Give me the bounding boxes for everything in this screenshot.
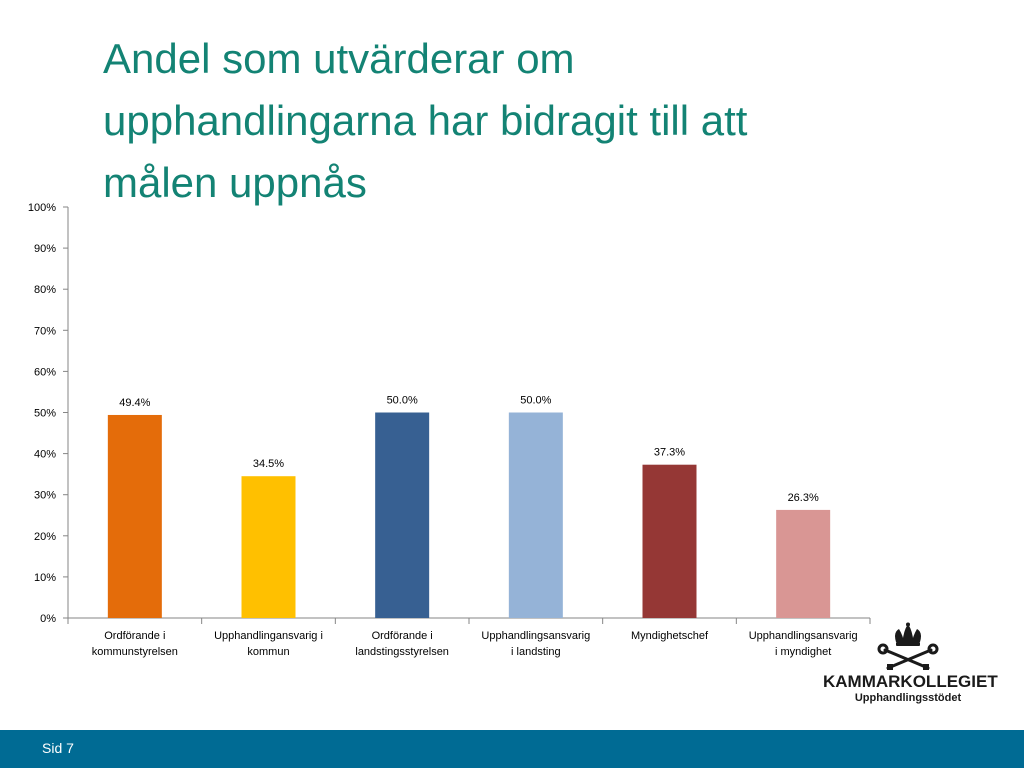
data-label: 34.5% <box>253 458 284 470</box>
x-tick-label-line: landstingsstyrelsen <box>355 646 449 658</box>
x-tick-label-line: kommun <box>247 646 290 658</box>
bar <box>241 476 296 618</box>
x-tick-label: Upphandlingsansvarig i myndighet <box>736 628 870 660</box>
page-number: Sid 7 <box>42 740 74 756</box>
bar <box>508 412 563 618</box>
data-label: 37.3% <box>654 447 685 459</box>
logo-name: KAMMARKOLLEGIET <box>823 672 998 691</box>
y-tick-label: 10% <box>34 572 56 584</box>
logo-subtitle: Upphandlingsstödet <box>854 692 962 704</box>
bar <box>642 464 697 618</box>
x-tick-label: Myndighetschef <box>603 628 737 644</box>
y-tick-label: 50% <box>34 408 56 420</box>
x-tick-label: Ordförande i kommunstyrelsen <box>68 628 202 660</box>
slide-title: Andel som utvärderar om upphandlingarna … <box>103 28 963 214</box>
y-tick-label: 0% <box>40 613 56 625</box>
y-tick-label: 60% <box>34 366 56 378</box>
y-tick-label: 100% <box>28 202 56 214</box>
x-tick-label-line: Ordförande i <box>104 630 166 642</box>
bar <box>107 414 162 618</box>
data-label: 50.0% <box>387 395 418 407</box>
crown-keys-icon <box>877 622 939 670</box>
title-line-3: målen uppnås <box>103 159 367 206</box>
x-tick-label-line: Upphandlingsansvarig <box>481 630 591 642</box>
y-tick-label: 30% <box>34 490 56 502</box>
x-tick-label: Upphandlingansvarig i kommun <box>202 628 336 660</box>
x-tick-label-line: Ordförande i <box>371 630 433 642</box>
x-tick-label-line: Myndighetschef <box>630 630 709 642</box>
kammarkollegiet-logo: KAMMARKOLLEGIET Upphandlingsstödet <box>823 622 998 712</box>
y-tick-label: 20% <box>34 531 56 543</box>
x-tick-label-line: kommunstyrelsen <box>91 646 178 658</box>
bar-chart: 0% 10% 20% 30% 40% 50% 60% 70% 80% 90% 100% 49.4% 34… <box>28 202 871 625</box>
x-tick-label-line: i myndighet <box>775 646 832 658</box>
y-tick-label: 70% <box>34 325 56 337</box>
x-tick-label-line: Upphandlingansvarig i <box>214 630 323 642</box>
title-line-1: Andel som utvärderar om <box>103 35 575 82</box>
data-label: 49.4% <box>119 397 150 409</box>
x-tick-label: Upphandlingsansvarig i landsting <box>469 628 603 660</box>
y-tick-label: 90% <box>34 243 56 255</box>
bar <box>776 509 831 618</box>
footer-bar: Sid 7 <box>0 730 1024 768</box>
y-tick-label: 80% <box>34 284 56 296</box>
data-label: 50.0% <box>520 395 551 407</box>
data-label: 26.3% <box>788 492 819 504</box>
x-tick-label: Ordförande i landstingsstyrelsen <box>335 628 469 660</box>
x-tick-label-line: Upphandlingsansvarig <box>748 630 858 642</box>
title-line-2: upphandlingarna har bidragit till att <box>103 97 748 144</box>
x-tick-label-line: i landsting <box>511 646 561 658</box>
y-tick-label: 40% <box>34 449 56 461</box>
bar <box>375 412 430 618</box>
